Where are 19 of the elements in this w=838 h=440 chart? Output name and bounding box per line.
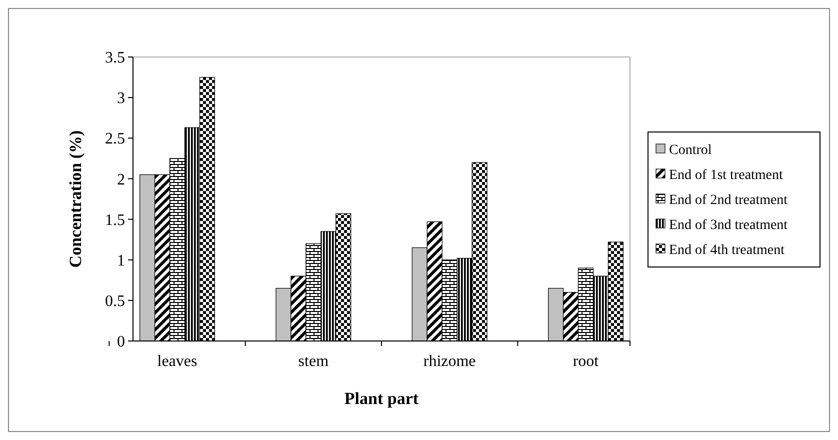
y-tick-label: 0 [117, 334, 125, 351]
legend-label: End of 4th treatment [669, 242, 785, 258]
y-tick-label: 3 [117, 90, 125, 108]
y-tick-label: 0.5 [105, 293, 125, 310]
legend-label: End of 1st treatment [669, 168, 784, 183]
y-tick-label: 1.5 [105, 212, 125, 229]
x-tick-label: root [572, 353, 600, 370]
y-tick-label: 2.5 [105, 130, 125, 148]
x-tick-label: stem [298, 353, 330, 370]
y-axis-title: Concentration (%) [66, 130, 85, 268]
x-tick-label: rhizome [423, 353, 476, 370]
y-tick-label: 2 [117, 171, 125, 188]
y-tick-label: 1 [117, 252, 125, 270]
y-tick-label: 3.5 [105, 50, 125, 67]
x-axis-title: Plant part [344, 389, 419, 408]
legend-label: Control [669, 142, 712, 158]
x-tick-label: leaves [157, 353, 198, 370]
legend-label: End of 3nd treatment [669, 218, 788, 233]
legend-label: End of 2nd treatment [669, 192, 788, 208]
